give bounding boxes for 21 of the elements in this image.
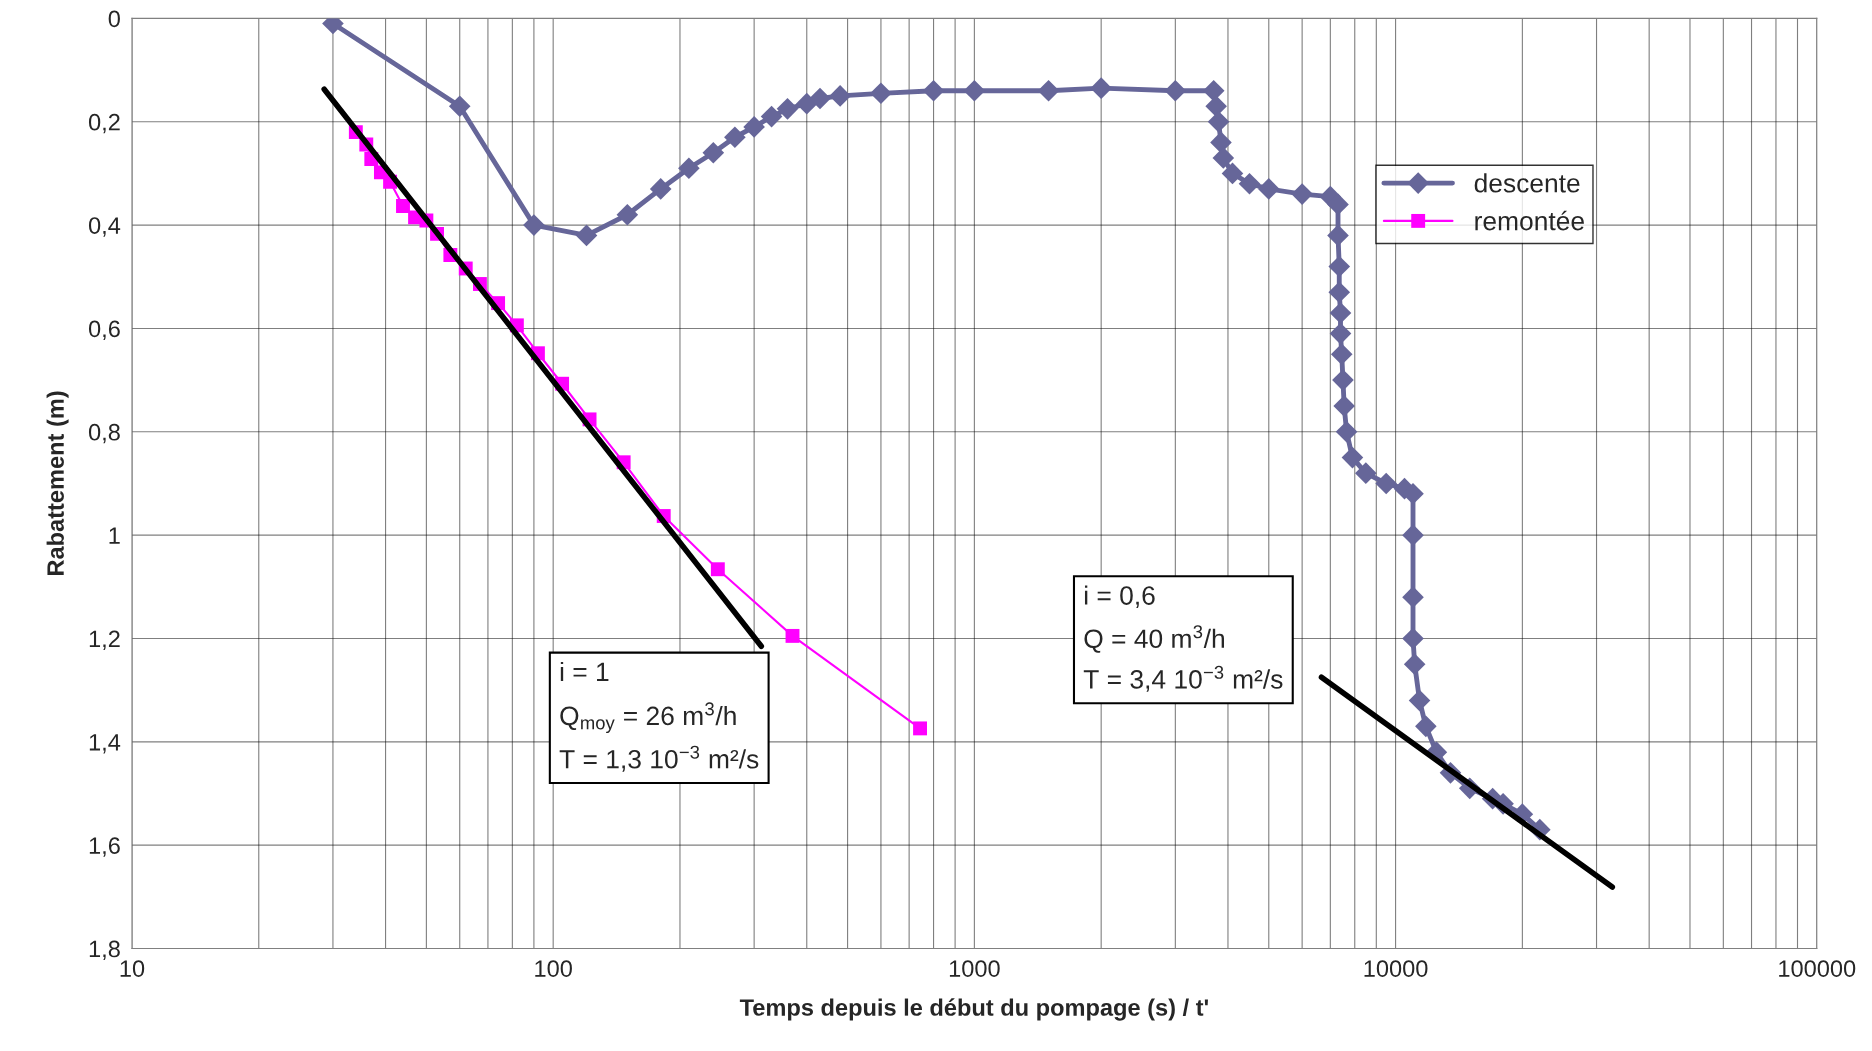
y-tick-label: 0,6 (88, 320, 120, 341)
legend-label: descente (1474, 173, 1580, 193)
x-tick-label: 100000 (1779, 960, 1856, 977)
x-tick-label: 10000 (1364, 960, 1428, 977)
text: i = 1 Q$_{moy}$ = 26 m$^{3}$/h T = 1,3 10$^{−3}$ m²/s (559, 661, 759, 772)
y-tick-label: 1 (109, 527, 120, 544)
y-tick-label: 1,2 (89, 630, 120, 651)
y-tick-label: 1,8 (89, 940, 120, 961)
y-tick-label: 1,4 (89, 734, 121, 754)
x-axis-title: Temps depuis le début du pompage (s) / t' (739, 998, 1208, 1021)
x-tick-label: 100 (535, 960, 572, 977)
annotation: i = 0,6 Q = 40 m$^{3}$/h T = 3,4 10$^{−3}$ m²/s (1083, 585, 1283, 692)
y-tick-label: 0,8 (88, 423, 120, 444)
y-tick-label: 0,4 (88, 217, 121, 237)
y-tick-label: 1,6 (89, 837, 120, 857)
y-tick-label: 0,2 (88, 113, 120, 134)
x-tick-label: 10 (120, 960, 145, 977)
y-axis-title: Rabattement (m) (46, 391, 69, 576)
legend-label: remontée (1475, 210, 1584, 231)
x-tick-label: 1000 (949, 960, 1000, 977)
y-tick-label: 0 (108, 10, 120, 28)
